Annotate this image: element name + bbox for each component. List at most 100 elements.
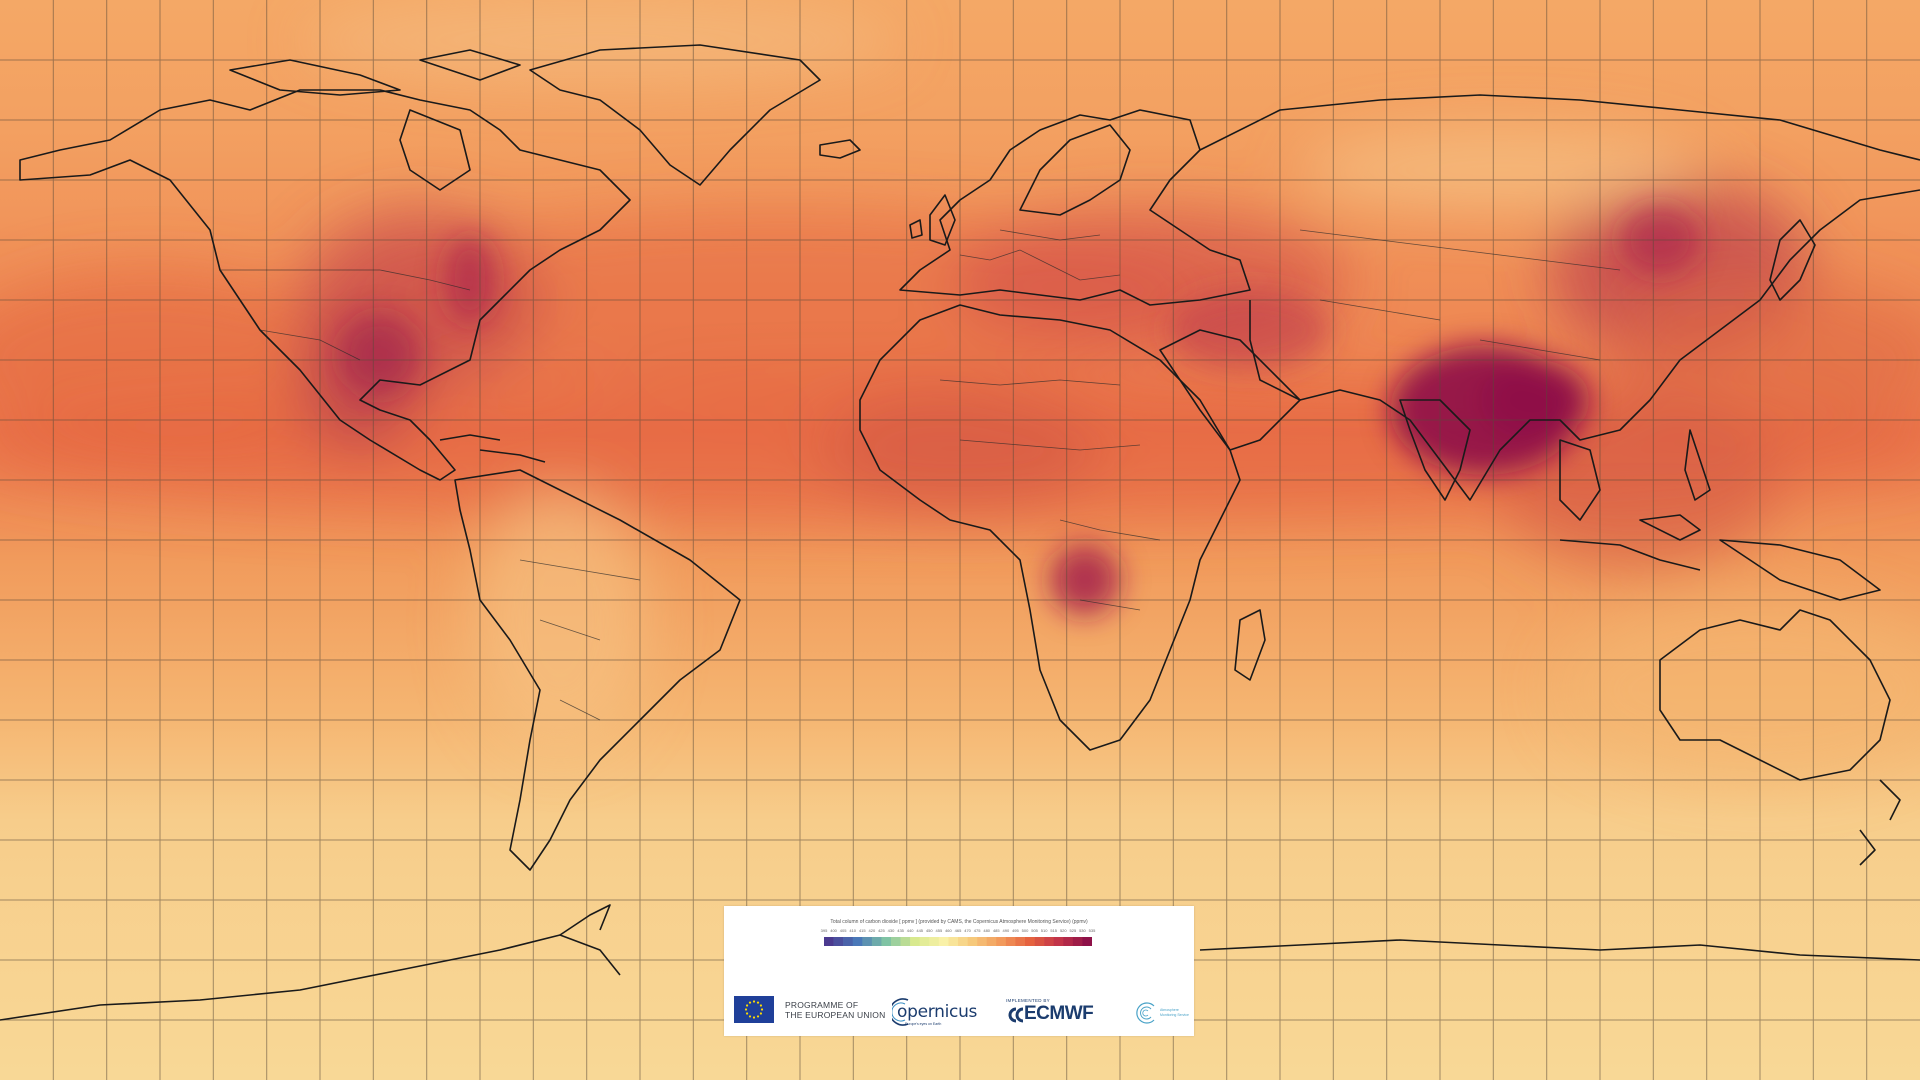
colorbar-segment	[938, 937, 949, 946]
colorbar-segment	[910, 937, 921, 946]
eu-star-icon	[752, 1000, 756, 1003]
coast-iceland	[819, 139, 861, 159]
legend-tick-label: 460	[945, 928, 952, 933]
colorbar-segment	[871, 937, 882, 946]
legend-tick-label: 475	[973, 928, 981, 933]
australia-low	[1560, 600, 1920, 780]
borders-south-america	[519, 559, 641, 721]
great-lakes-hotspot	[445, 235, 495, 325]
arctic-light	[300, 0, 900, 80]
colorbar-segment	[1053, 937, 1064, 946]
bengal-hotspot	[1480, 360, 1590, 440]
eu-star-icon	[745, 1004, 749, 1007]
colorbar-segment	[843, 937, 854, 946]
eu-programme-text: PROGRAMME OF THE EUROPEAN UNION	[785, 1000, 885, 1020]
eu-text-line2: THE EUROPEAN UNION	[785, 1010, 886, 1020]
colorbar-segment	[948, 937, 959, 946]
eu-star-icon	[745, 1012, 749, 1015]
borders-europe	[959, 229, 1121, 281]
siberia-light	[1300, 130, 1700, 210]
colorbar-segment	[881, 937, 892, 946]
colorbar-segment	[862, 937, 873, 946]
implemented-by-label: IMPLEMENTED BY	[1006, 998, 1050, 1003]
coast-new-zealand	[1859, 779, 1901, 866]
coast-scandinavia	[1019, 124, 1131, 216]
legend-colorbar	[824, 937, 1092, 946]
coast-europe	[899, 109, 1251, 306]
coast-antarctica	[0, 934, 1920, 1021]
copernicus-wordmark: opernicus	[897, 1002, 978, 1022]
eu-star-icon	[756, 1001, 760, 1004]
legend-tick-label: 525	[1069, 928, 1077, 933]
atmosphere-service-text: Atmosphere Monitoring Service	[1160, 1008, 1189, 1018]
legend-tick-label: 425	[878, 928, 885, 933]
legend-tick-label: 485	[992, 928, 1000, 933]
colorbar-segment	[967, 937, 978, 946]
coast-philippines	[1684, 429, 1711, 501]
colorbar-segment	[919, 937, 930, 946]
country-borders	[220, 229, 1621, 721]
ecmwf-wordmark: ECMWF	[1024, 1003, 1094, 1024]
colorbar-segment	[900, 937, 911, 946]
legend-tick-label: 480	[983, 928, 991, 933]
coast-southeast-asia	[1559, 439, 1601, 521]
legend-tick-label: 500	[1021, 928, 1029, 933]
legend-tick-label: 415	[858, 928, 866, 933]
ecmwf-logo-icon	[1008, 1007, 1024, 1023]
colorbar-segment	[833, 937, 844, 946]
colorbar-segment	[1015, 937, 1026, 946]
copernicus-tagline: Europe's eyes on Earth	[905, 1022, 942, 1026]
coast-madagascar	[1234, 609, 1266, 681]
gulf-mexico-high	[340, 315, 420, 395]
legend-tick-label: 505	[1031, 928, 1038, 933]
colorbar-segment	[891, 937, 901, 946]
coast-arabia	[1159, 329, 1301, 451]
coast-australia	[1659, 609, 1891, 781]
colorbar-segment	[996, 937, 1007, 946]
eu-star-icon	[760, 1008, 764, 1011]
legend-title: Total column of carbon dioxide [ ppmv ] …	[830, 919, 1088, 925]
legend-tick-label: 440	[906, 928, 914, 933]
colorbar-segment	[1034, 937, 1045, 946]
coast-north-america	[19, 89, 631, 481]
coast-africa	[859, 304, 1241, 751]
legend-tick-label: 495	[1012, 928, 1019, 933]
copernicus-logo-icon	[892, 998, 909, 1026]
colorbar-segment	[1063, 937, 1074, 946]
eu-star-icon	[748, 1001, 752, 1004]
coast-asia	[1199, 94, 1920, 501]
coast-caribbean	[439, 434, 546, 463]
borders-asia	[1299, 229, 1621, 361]
legend-tick-label: 535	[1088, 928, 1096, 933]
colorbar-segment	[986, 937, 997, 946]
colorbar-segment	[929, 937, 940, 946]
coastlines	[0, 44, 1920, 1021]
legend-tick-label: 410	[849, 928, 857, 933]
coast-greenland	[529, 44, 821, 186]
colorbar-segment	[1005, 937, 1016, 946]
colorbar-segment	[977, 937, 988, 946]
coast-britain	[909, 194, 956, 246]
coast-antarctic-peninsula	[559, 904, 611, 936]
eu-flag-icon	[734, 996, 774, 1023]
eu-star-icon	[759, 1012, 763, 1015]
border-us-canada	[220, 269, 471, 291]
legend-tick-label: 465	[954, 928, 962, 933]
borders-africa	[939, 379, 1161, 611]
legend-tick-label: 395	[820, 928, 828, 933]
colorbar-segment	[958, 937, 968, 946]
legend-tick-label: 515	[1050, 928, 1058, 933]
colorbar-segment	[1025, 937, 1035, 946]
legend-tick-label: 530	[1079, 928, 1086, 933]
coast-arctic-islands	[229, 49, 521, 96]
border-us-mexico	[259, 329, 361, 361]
coast-indonesia	[1559, 514, 1881, 601]
colorbar-segment	[824, 937, 834, 946]
atm-text-line1: Atmosphere	[1160, 1008, 1179, 1012]
legend-tick-labels: 395 400 405 410 415 420 425 430 435 440 445 450 455 4…	[820, 928, 1096, 936]
colorbar-segment	[1072, 937, 1083, 946]
legend-tick-label: 510	[1040, 928, 1048, 933]
